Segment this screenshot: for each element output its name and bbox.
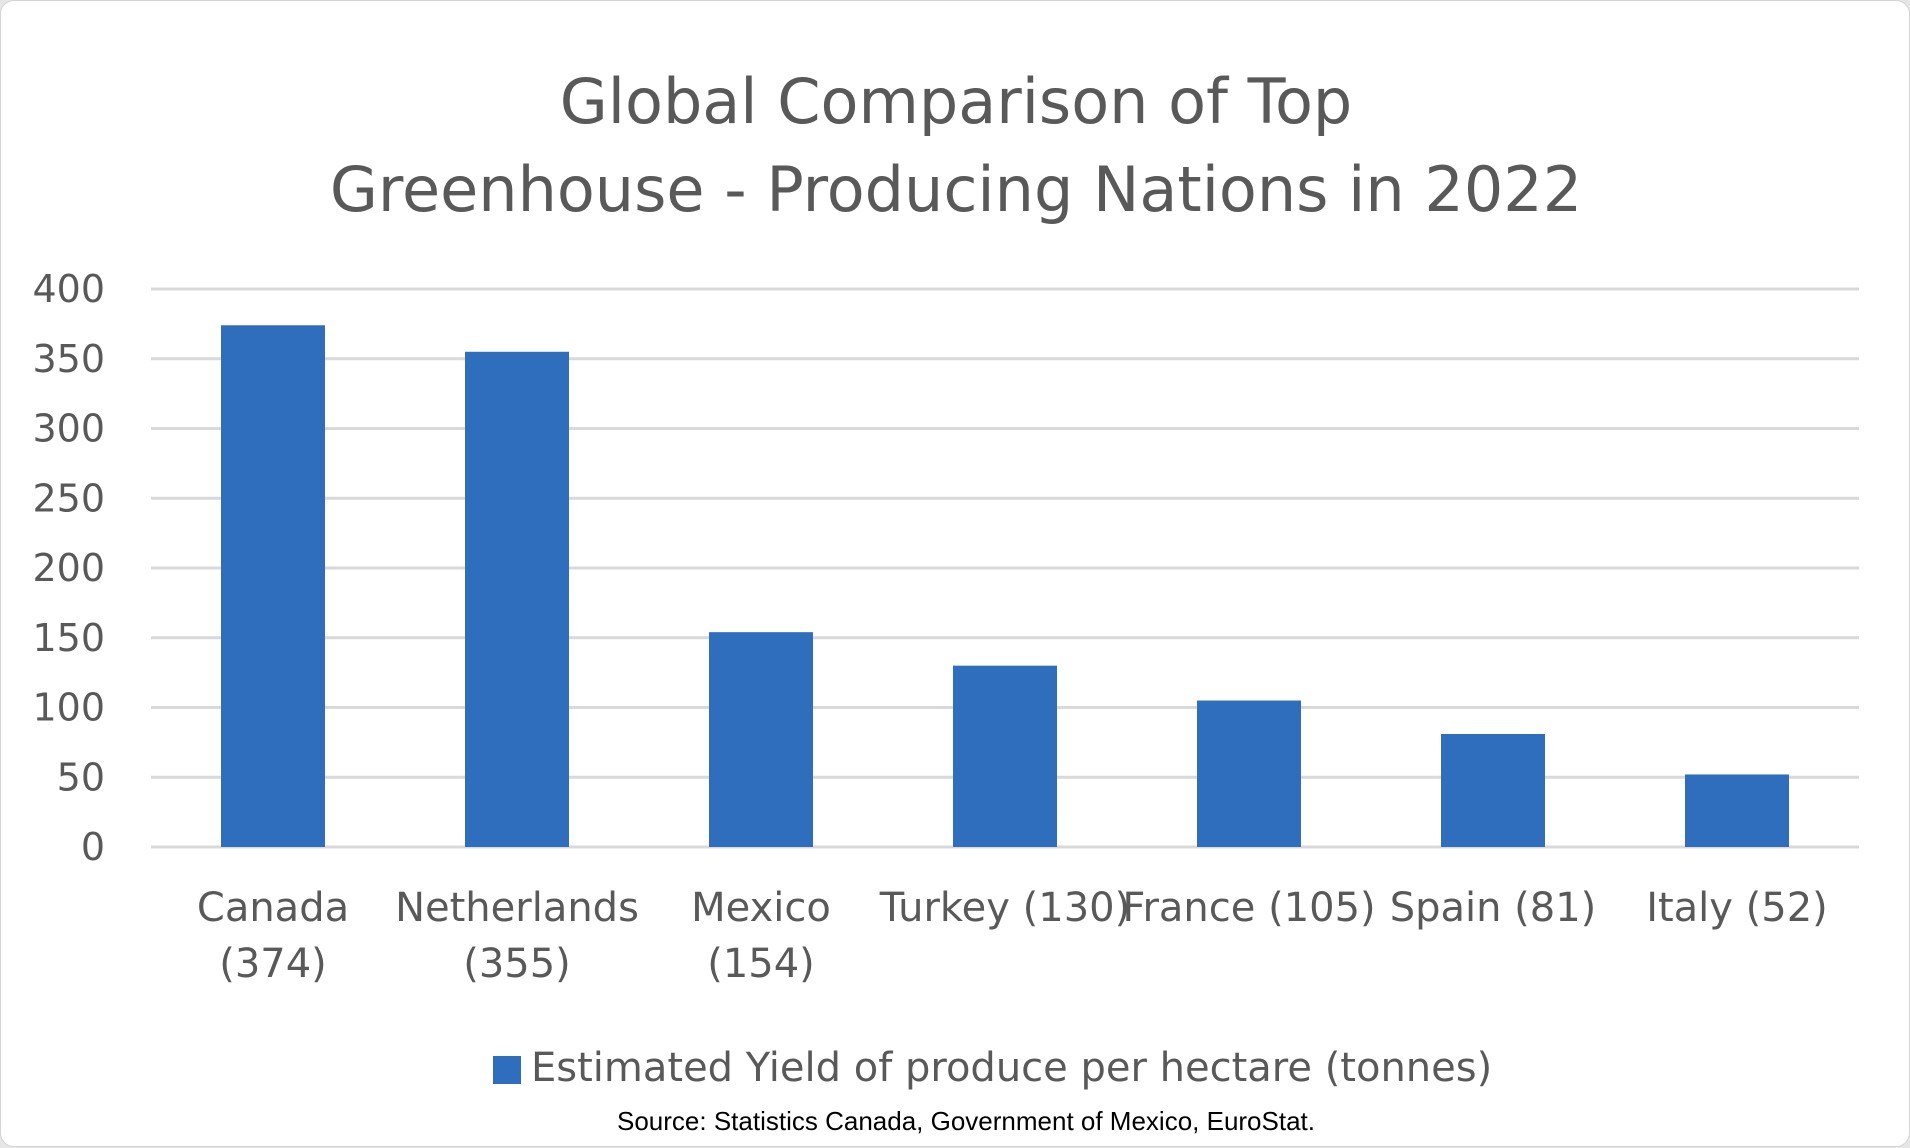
- y-tick-label: 50: [57, 755, 105, 799]
- y-tick-label: 250: [32, 476, 105, 520]
- x-tick-label: France (105): [1122, 885, 1375, 931]
- x-tick-label: Italy (52): [1646, 885, 1828, 931]
- y-tick-label: 200: [32, 546, 105, 590]
- x-tick-label: Canada (374): [197, 885, 349, 987]
- y-tick-label: 100: [32, 686, 105, 730]
- bar: [221, 325, 325, 847]
- x-tick-label: Netherlands (355): [395, 885, 639, 987]
- gridlines: [151, 287, 1859, 849]
- chart-title-line-1: Global Comparison of Top: [560, 65, 1353, 138]
- source-note: Source: Statistics Canada, Government of…: [617, 1106, 1315, 1136]
- bar: [953, 665, 1057, 847]
- bar: [465, 351, 569, 847]
- y-tick-label: 300: [32, 407, 105, 451]
- y-tick-label: 0: [81, 825, 105, 869]
- y-tick-label: 150: [32, 616, 105, 660]
- x-tick-label: Spain (81): [1390, 885, 1597, 931]
- chart-title: Global Comparison of Top Greenhouse - Pr…: [330, 65, 1582, 226]
- y-tick-label: 400: [32, 267, 105, 311]
- legend: Estimated Yield of produce per hectare (…: [493, 1045, 1492, 1091]
- bar: [1441, 734, 1545, 847]
- y-tick-label: 350: [32, 337, 105, 381]
- legend-label: Estimated Yield of produce per hectare (…: [531, 1045, 1492, 1091]
- chart-title-line-2: Greenhouse - Producing Nations in 2022: [330, 153, 1582, 226]
- legend-swatch: [493, 1056, 521, 1084]
- y-axis-tick-labels: 0 50 100 150 200 250 300 350 400: [32, 267, 105, 869]
- x-axis-tick-labels: Canada (374) Netherlands (355) Mexico (154) Tu…: [197, 885, 1828, 987]
- bar: [1685, 774, 1789, 847]
- bar: [1197, 700, 1301, 847]
- x-tick-label: Turkey (130): [879, 885, 1130, 931]
- bar: [709, 632, 813, 847]
- bars: [221, 325, 1789, 847]
- x-tick-label: Mexico (154): [691, 885, 831, 987]
